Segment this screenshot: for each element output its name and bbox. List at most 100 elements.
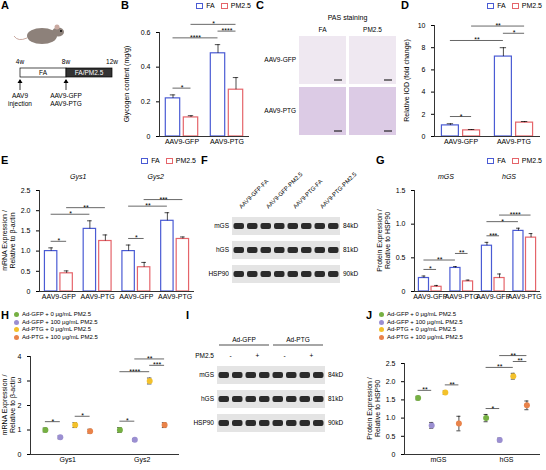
svg-text:8w: 8w xyxy=(62,58,71,65)
svg-text:****: **** xyxy=(129,368,140,375)
svg-text:hGS: hGS xyxy=(201,395,215,402)
svg-text:*: * xyxy=(58,237,61,244)
svg-text:****: **** xyxy=(222,27,233,34)
svg-text:**: ** xyxy=(449,381,455,388)
svg-text:hGS: hGS xyxy=(499,456,513,463)
svg-text:****: **** xyxy=(510,211,521,218)
svg-text:1.5: 1.5 xyxy=(21,227,31,234)
svg-text:FA: FA xyxy=(319,26,328,33)
svg-text:*: * xyxy=(126,417,129,424)
svg-text:*: * xyxy=(513,29,516,36)
svg-text:AAV9-PTG: AAV9-PTG xyxy=(445,293,479,300)
svg-text:Protein Expression /: Protein Expression / xyxy=(376,209,384,272)
svg-text:*: * xyxy=(429,265,432,272)
svg-text:AAV9-PTG: AAV9-PTG xyxy=(497,138,531,145)
svg-text:**: ** xyxy=(437,256,443,263)
svg-text:8: 8 xyxy=(422,44,426,51)
svg-text:Relative to β-actin: Relative to β-actin xyxy=(9,377,17,433)
svg-text:0.5: 0.5 xyxy=(386,433,396,440)
svg-text:AAV9-PTG-PM2.5: AAV9-PTG-PM2.5 xyxy=(319,171,358,210)
svg-text:AAV9-PTG: AAV9-PTG xyxy=(264,107,296,114)
svg-text:*: * xyxy=(51,418,54,425)
svg-text:2.0: 2.0 xyxy=(386,378,396,385)
svg-text:FA/PM2.5: FA/PM2.5 xyxy=(75,69,104,76)
svg-text:Ad-GFP: Ad-GFP xyxy=(232,336,255,343)
svg-text:3: 3 xyxy=(18,377,22,384)
svg-text:1.0: 1.0 xyxy=(21,247,31,254)
svg-text:AAV9-GFP: AAV9-GFP xyxy=(119,293,153,300)
svg-text:mGS: mGS xyxy=(199,371,214,378)
svg-text:HSP90: HSP90 xyxy=(208,270,229,277)
svg-text:4w: 4w xyxy=(16,58,25,65)
svg-text:HSP90: HSP90 xyxy=(193,419,214,426)
svg-text:*: * xyxy=(492,405,495,412)
svg-text:Gys2: Gys2 xyxy=(134,456,150,464)
svg-text:1: 1 xyxy=(18,426,22,433)
svg-text:AAV9-PTG: AAV9-PTG xyxy=(50,100,82,107)
svg-text:1.0: 1.0 xyxy=(386,414,396,421)
svg-text:2: 2 xyxy=(18,402,22,409)
svg-text:4: 4 xyxy=(422,88,426,95)
svg-text:*: * xyxy=(69,210,72,217)
svg-text:1.5: 1.5 xyxy=(386,396,396,403)
svg-text:-: - xyxy=(229,352,231,359)
svg-text:****: **** xyxy=(190,34,201,41)
svg-text:**: ** xyxy=(497,363,503,370)
svg-text:AAV9-GFP: AAV9-GFP xyxy=(264,56,296,63)
svg-text:6: 6 xyxy=(422,66,426,73)
svg-text:Relative IOD (fold change): Relative IOD (fold change) xyxy=(403,39,411,121)
svg-text:FA: FA xyxy=(39,69,48,76)
svg-text:mGS: mGS xyxy=(438,173,454,180)
svg-text:Protein Expression /: Protein Expression / xyxy=(366,377,374,440)
svg-text:**: ** xyxy=(511,352,517,359)
svg-text:AAV9: AAV9 xyxy=(12,92,29,99)
svg-text:12w: 12w xyxy=(106,58,118,65)
svg-text:AAV9-GFP: AAV9-GFP xyxy=(413,293,447,300)
svg-text:2.5: 2.5 xyxy=(386,360,396,367)
svg-text:2.0: 2.0 xyxy=(21,207,31,214)
svg-text:mGS: mGS xyxy=(431,456,447,463)
svg-text:AAV9-PTG: AAV9-PTG xyxy=(158,293,192,300)
svg-text:2: 2 xyxy=(422,111,426,118)
svg-text:**: ** xyxy=(145,202,151,209)
svg-text:AAV9-GFP: AAV9-GFP xyxy=(165,138,199,145)
svg-text:AAV9-GFP: AAV9-GFP xyxy=(42,293,76,300)
svg-text:0: 0 xyxy=(147,133,151,140)
svg-text:81kD: 81kD xyxy=(343,246,358,253)
svg-text:*: * xyxy=(81,412,84,419)
svg-text:**: ** xyxy=(495,22,501,29)
svg-text:90kD: 90kD xyxy=(343,270,358,277)
svg-text:injection: injection xyxy=(8,100,32,108)
svg-text:*: * xyxy=(501,218,504,225)
svg-text:PM2.5: PM2.5 xyxy=(195,352,214,359)
svg-text:0.2: 0.2 xyxy=(141,98,151,105)
svg-text:Relative to β-actin: Relative to β-actin xyxy=(9,212,17,268)
svg-text:1.0: 1.0 xyxy=(396,220,406,227)
svg-text:2.5: 2.5 xyxy=(21,187,31,194)
svg-text:90kD: 90kD xyxy=(328,419,343,426)
svg-text:**: ** xyxy=(147,355,153,362)
svg-text:hGS: hGS xyxy=(502,173,516,180)
svg-text:PM2.5: PM2.5 xyxy=(363,26,382,33)
svg-text:+: + xyxy=(310,352,314,359)
svg-text:Relative to HSP90: Relative to HSP90 xyxy=(374,380,381,437)
svg-text:**: ** xyxy=(459,249,465,256)
svg-text:Gys1: Gys1 xyxy=(70,173,86,181)
svg-text:Gys1: Gys1 xyxy=(60,456,76,464)
svg-text:84kD: 84kD xyxy=(328,371,343,378)
svg-text:**: ** xyxy=(83,204,89,211)
svg-text:AAV9-PTG: AAV9-PTG xyxy=(210,138,244,145)
svg-text:mRNA Expression /: mRNA Expression / xyxy=(1,375,9,436)
svg-text:Ad-PTG: Ad-PTG xyxy=(286,336,309,343)
svg-text:-: - xyxy=(283,352,285,359)
svg-text:81kD: 81kD xyxy=(328,395,343,402)
svg-text:PAS staining: PAS staining xyxy=(328,14,368,22)
svg-text:0: 0 xyxy=(402,288,406,295)
svg-text:Gys2: Gys2 xyxy=(148,173,164,181)
svg-text:0.6: 0.6 xyxy=(141,29,151,36)
svg-text:*: * xyxy=(135,234,138,241)
svg-text:*: * xyxy=(212,20,215,27)
svg-text:0.4: 0.4 xyxy=(141,63,151,70)
svg-text:AAV9-PTG: AAV9-PTG xyxy=(508,293,542,300)
svg-text:4: 4 xyxy=(18,353,22,360)
